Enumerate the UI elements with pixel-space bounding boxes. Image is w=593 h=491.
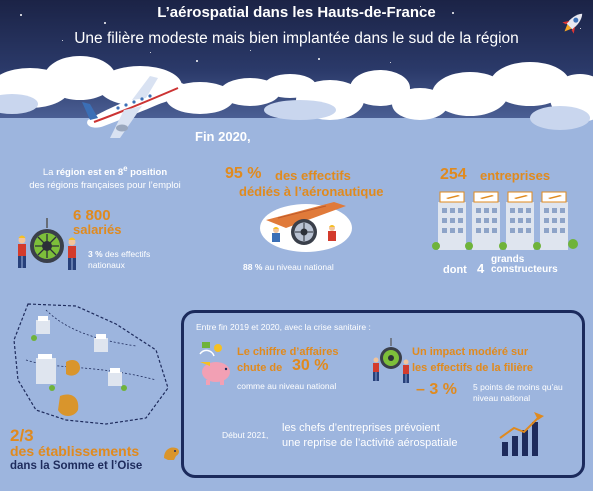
- etablissements-share: 2/3: [10, 426, 34, 445]
- impact-national-comparison: 5 points de moins qu’au niveau national: [473, 382, 563, 403]
- debut-2021-label: Début 2021,: [222, 430, 269, 440]
- ca-label-line1: Le chiffre d’affaires: [237, 346, 339, 358]
- entreprises-label: entreprises: [480, 168, 551, 183]
- etablissements-label: des établissements: [10, 443, 140, 459]
- piggy-bank-icon: [199, 342, 230, 385]
- aero-national-share: 88 % au niveau national: [243, 262, 334, 272]
- ca-label-line2: chute de: [237, 362, 283, 374]
- ca-percentage: 30 %: [292, 357, 329, 374]
- aero-percentage: 95 %: [225, 165, 262, 182]
- fin-2020-label: Fin 2020,: [195, 129, 251, 144]
- reprise-line1: les chefs d’entreprises prévoient: [282, 422, 440, 434]
- crisis-intro: Entre fin 2019 et 2020, avec la crise sa…: [196, 322, 371, 332]
- plane-wing-workers-icon: [260, 202, 352, 252]
- etablissements-location: dans la Somme et l’Oise: [10, 460, 143, 472]
- aero-label-line1: des effectifs: [275, 168, 351, 183]
- impact-label-line1: Un impact modéré sur: [412, 346, 529, 358]
- aero-label-line2: dédiés à l’aéronautique: [239, 184, 384, 199]
- page-subtitle: Une filière modeste mais bien implantée …: [74, 30, 519, 47]
- grands-constructeurs-number: 4: [477, 261, 485, 276]
- entreprises-number: 254: [440, 166, 467, 183]
- impact-percentage: – 3 %: [416, 381, 457, 398]
- page-title: L’aérospatial dans les Hauts-de-France: [157, 4, 436, 21]
- salaries-number: 6 800: [73, 207, 111, 224]
- salaries-national-share: 3 % des effectifs nationaux: [88, 249, 151, 270]
- engine-workers-icon: [18, 218, 76, 270]
- factory-buildings-icon: [432, 191, 578, 250]
- grands-constructeurs-label: grands constructeurs: [491, 254, 558, 275]
- dont-label: dont: [443, 264, 467, 276]
- region-rank-text: La région est en 8e position des régions…: [29, 164, 181, 192]
- mascot-icon: [164, 447, 179, 460]
- workers-gear-icon: [373, 338, 409, 383]
- airplane-icon: [82, 76, 186, 138]
- growth-chart-icon: [499, 412, 544, 456]
- reprise-line2: une reprise de l’activité aérospatiale: [282, 437, 458, 449]
- region-map-icon: [13, 303, 169, 425]
- ca-national-comparison: comme au niveau national: [237, 381, 337, 391]
- impact-label-line2: les effectifs de la filière: [412, 362, 534, 374]
- rocket-icon: [562, 13, 583, 34]
- salaries-label: salariés: [73, 222, 122, 237]
